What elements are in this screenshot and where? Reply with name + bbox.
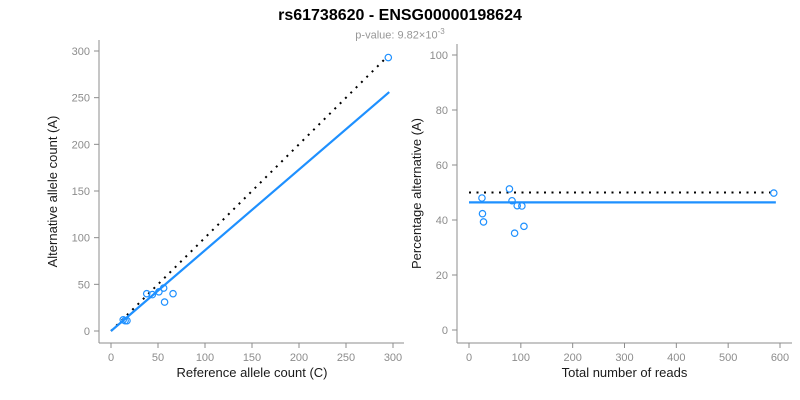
data-point: [160, 298, 169, 306]
y-axis-title: Percentage alternative (A): [409, 118, 424, 269]
y-tick-label: 300: [72, 46, 90, 58]
data-point: [508, 196, 516, 205]
pvalue-exponent: -3: [437, 27, 445, 36]
data-point: [478, 194, 486, 202]
y-tick-label: 200: [72, 139, 90, 151]
x-tick-label: 150: [243, 352, 261, 364]
data-point: [505, 185, 514, 193]
data-point: [155, 287, 163, 296]
x-tick-label: 0: [108, 352, 114, 364]
x-axis-title: Total number of reads: [562, 365, 688, 380]
data-point: [159, 284, 168, 292]
x-tick-label: 200: [290, 352, 308, 364]
x-axis-title: Reference allele count (C): [176, 365, 327, 380]
y-tick-label: 250: [72, 93, 90, 105]
y-tick-label: 0: [442, 325, 448, 337]
y-axis: 0 20 40 60 80 100: [430, 44, 458, 343]
data-point: [479, 218, 488, 226]
y-tick-label: 0: [84, 326, 90, 338]
x-tick-label: 50: [152, 352, 164, 364]
data-point: [769, 189, 778, 197]
y-axis-title: Alternative allele count (A): [45, 116, 60, 268]
data-point: [518, 202, 526, 210]
pvalue-text: p-value: 9.82×10: [355, 29, 438, 42]
data-point: [169, 289, 177, 298]
x-tick-label: 250: [337, 352, 355, 364]
x-tick-label: 100: [512, 352, 530, 364]
panel-ref-vs-alt-counts: 0 50 100 150 200 250 300 0 50 100 150 200 250 300 Refe…: [45, 40, 404, 380]
fit-line: [110, 91, 390, 332]
x-tick-label: 300: [615, 352, 633, 364]
x-axis: 0 50 100 150 200 250 300: [99, 342, 404, 364]
data-point: [142, 289, 151, 298]
x-tick-label: 100: [196, 352, 214, 364]
data-point: [513, 201, 522, 210]
data-point: [520, 222, 528, 231]
y-tick-label: 60: [436, 160, 448, 172]
panel-pct-alternative-vs-total-reads: 0 100 200 300 400 500 600 0 20 40 60 80 100 Total num…: [409, 44, 792, 380]
data-point: [123, 316, 131, 325]
plot-title: rs61738620 - ENSG00000198624: [278, 7, 522, 24]
data-point: [478, 209, 487, 218]
data-point: [148, 290, 157, 299]
data-point: [384, 53, 393, 62]
data-points: [478, 185, 778, 238]
y-tick-label: 100: [430, 50, 448, 62]
x-tick-label: 500: [719, 352, 737, 364]
data-point: [510, 229, 519, 238]
y-tick-label: 50: [78, 279, 90, 291]
y-tick-label: 20: [436, 270, 448, 282]
plot-subtitle: p-value: 9.82×10-3: [0, 27, 800, 42]
x-tick-label: 400: [667, 352, 685, 364]
x-tick-label: 200: [563, 352, 581, 364]
y-tick-label: 80: [436, 105, 448, 117]
y-tick-label: 40: [436, 215, 448, 227]
y-tick-label: 100: [72, 233, 90, 245]
data-points: [119, 53, 393, 325]
identity-line: [110, 56, 388, 332]
x-tick-label: 600: [771, 352, 789, 364]
x-tick-label: 300: [384, 352, 402, 364]
y-axis: 0 50 100 150 200 250 300: [72, 40, 100, 343]
x-tick-label: 0: [466, 352, 472, 364]
y-tick-label: 150: [72, 186, 90, 198]
x-axis: 0 100 200 300 400 500 600: [457, 342, 792, 364]
